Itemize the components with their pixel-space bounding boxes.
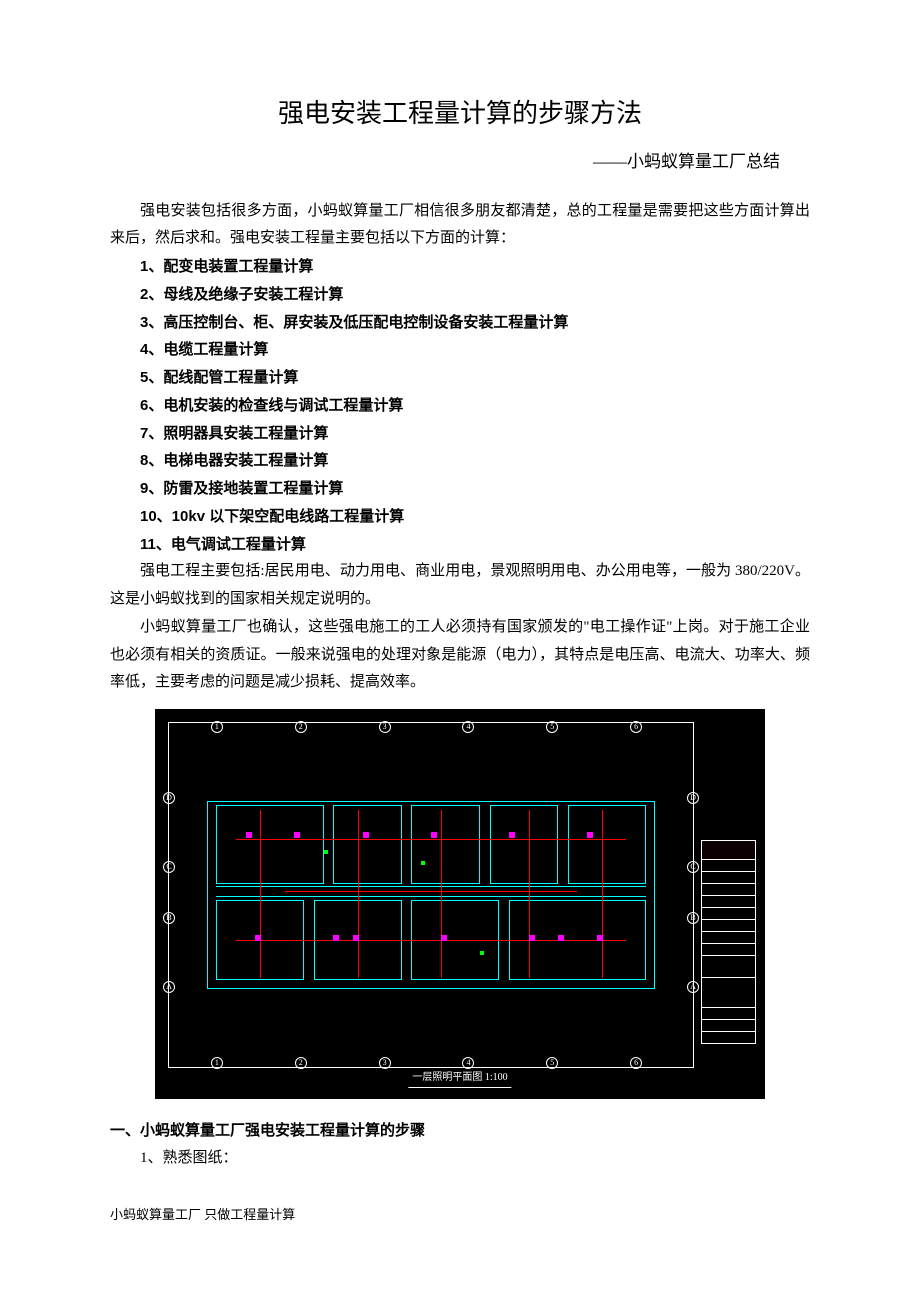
cad-room	[411, 805, 479, 883]
cad-wire	[236, 839, 626, 840]
cad-title-row	[701, 944, 756, 956]
grid-col-label: 5	[546, 1057, 558, 1069]
grid-col-label: 4	[462, 1057, 474, 1069]
cad-title-row	[701, 872, 756, 884]
subtitle: ——小蚂蚁算量工厂总结	[110, 146, 810, 177]
paragraph-2: 强电工程主要包括:居民用电、动力用电、商业用电，景观照明用电、办公用电等，一般为…	[110, 558, 810, 614]
cad-fixture	[558, 935, 564, 941]
list-item: 6、电机安装的检查线与调试工程量计算	[140, 392, 810, 420]
page-title: 强电安装工程量计算的步骤方法	[110, 90, 810, 138]
grid-col-label: 6	[630, 721, 642, 733]
calculation-list: 1、配变电装置工程量计算 2、母线及绝缘子安装工程计算 3、高压控制台、柜、屏安…	[110, 253, 810, 558]
cad-title-row	[701, 956, 756, 978]
section-1-heading: 一、小蚂蚁算量工厂强电安装工程量计算的步骤	[110, 1117, 810, 1145]
cad-room	[568, 805, 646, 883]
cad-marker	[421, 861, 425, 865]
cad-title-row	[701, 908, 756, 920]
grid-col-label: 4	[462, 721, 474, 733]
cad-fixture	[587, 832, 593, 838]
list-item: 7、照明器具安装工程量计算	[140, 420, 810, 448]
grid-col-label: 6	[630, 1057, 642, 1069]
grid-col-label: 3	[379, 1057, 391, 1069]
list-item: 2、母线及绝缘子安装工程计算	[140, 281, 810, 309]
cad-fixture	[294, 832, 300, 838]
cad-floor-plan: 1 2 3 4 5 6 1 2 3 4 5 6 A B C D A B C D	[155, 709, 765, 1099]
grid-row-label: B	[163, 912, 175, 924]
cad-room	[490, 805, 558, 883]
cad-fixture	[597, 935, 603, 941]
cad-wire	[236, 940, 626, 941]
cad-title-row	[701, 840, 756, 860]
cad-fixture	[333, 935, 339, 941]
cad-wire	[602, 810, 603, 978]
list-item: 10、10kv 以下架空配电线路工程量计算	[140, 503, 810, 531]
cad-title-row	[701, 860, 756, 872]
intro-paragraph: 强电安装包括很多方面，小蚂蚁算量工厂相信很多朋友都清楚，总的工程量是需要把这些方…	[110, 198, 810, 254]
grid-row-label: A	[163, 981, 175, 993]
grid-col-label: 1	[211, 721, 223, 733]
cad-marker	[480, 951, 484, 955]
cad-title-row	[701, 896, 756, 908]
cad-fixture	[509, 832, 515, 838]
grid-row-label: C	[163, 861, 175, 873]
page-footer: 小蚂蚁算量工厂 只做工程量计算	[110, 1203, 810, 1227]
cad-room	[216, 805, 323, 883]
cad-title-row	[701, 1032, 756, 1044]
section-1-item-1: 1、熟悉图纸：	[110, 1145, 810, 1173]
cad-wire	[260, 810, 261, 978]
cad-fixture	[431, 832, 437, 838]
cad-title-row	[701, 920, 756, 932]
cad-corridor	[216, 886, 645, 897]
cad-fixture	[529, 935, 535, 941]
cad-title-block	[701, 840, 756, 1068]
cad-fixture	[363, 832, 369, 838]
cad-title-row	[701, 1020, 756, 1032]
grid-col-label: 2	[295, 721, 307, 733]
cad-fixture	[353, 935, 359, 941]
list-item: 4、电缆工程量计算	[140, 336, 810, 364]
grid-col-label: 1	[211, 1057, 223, 1069]
cad-frame: 1 2 3 4 5 6 1 2 3 4 5 6 A B C D A B C D	[168, 722, 694, 1068]
cad-wire	[529, 810, 530, 978]
grid-row-label: B	[687, 912, 699, 924]
cad-title-row	[701, 1008, 756, 1020]
cad-fixture	[246, 832, 252, 838]
grid-row-label: C	[687, 861, 699, 873]
cad-marker	[324, 850, 328, 854]
grid-col-label: 2	[295, 1057, 307, 1069]
cad-room	[333, 805, 401, 883]
list-item: 9、防雷及接地装置工程量计算	[140, 475, 810, 503]
paragraph-3: 小蚂蚁算量工厂也确认，这些强电施工的工人必须持有国家颁发的"电工操作证"上岗。对…	[110, 614, 810, 697]
grid-col-label: 5	[546, 721, 558, 733]
cad-title-row	[701, 884, 756, 896]
grid-row-label: D	[163, 792, 175, 804]
cad-fixture	[441, 935, 447, 941]
cad-wire	[441, 810, 442, 978]
cad-floor-outline	[187, 783, 675, 1007]
list-item: 3、高压控制台、柜、屏安装及低压配电控制设备安装工程量计算	[140, 309, 810, 337]
cad-wire	[285, 891, 578, 892]
cad-caption: 一层照明平面图 1:100	[408, 1069, 511, 1089]
list-item: 11、电气调试工程量计算	[140, 531, 810, 559]
grid-row-label: A	[687, 981, 699, 993]
list-item: 5、配线配管工程量计算	[140, 364, 810, 392]
grid-col-label: 3	[379, 721, 391, 733]
cad-title-row	[701, 932, 756, 944]
cad-title-row	[701, 978, 756, 1008]
cad-fixture	[255, 935, 261, 941]
grid-row-label: D	[687, 792, 699, 804]
list-item: 1、配变电装置工程量计算	[140, 253, 810, 281]
cad-wire	[358, 810, 359, 978]
list-item: 8、电梯电器安装工程量计算	[140, 447, 810, 475]
